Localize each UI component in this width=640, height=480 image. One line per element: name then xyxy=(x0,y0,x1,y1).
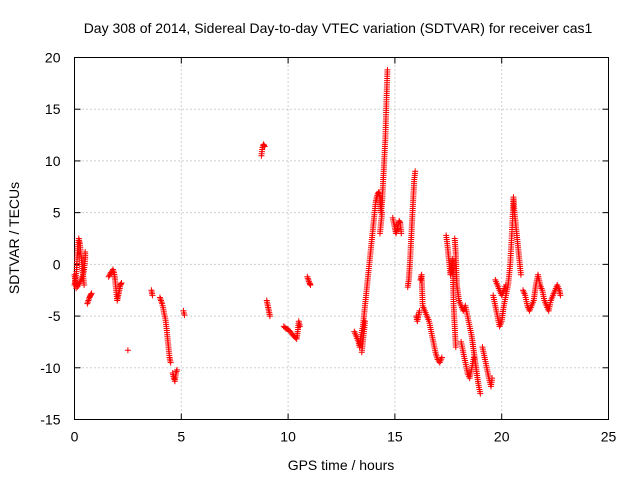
x-tick-label: 20 xyxy=(494,429,510,445)
data-point xyxy=(398,230,405,237)
data-point xyxy=(106,272,113,279)
y-tick-label: -10 xyxy=(40,360,60,376)
x-axis-label: GPS time / hours xyxy=(288,457,395,473)
data-point xyxy=(307,282,314,289)
data-point xyxy=(105,273,112,280)
x-tick-label: 10 xyxy=(280,429,296,445)
x-tick-label: 25 xyxy=(601,429,617,445)
y-tick-label: 0 xyxy=(53,256,61,272)
y-tick-label: 5 xyxy=(53,205,61,221)
data-point xyxy=(477,390,484,397)
data-point xyxy=(306,281,313,288)
data-point xyxy=(384,66,391,73)
y-tick-label: 20 xyxy=(45,50,61,66)
data-point xyxy=(158,297,165,304)
data-point xyxy=(489,375,496,382)
data-point xyxy=(117,281,124,288)
data-point xyxy=(379,209,386,216)
data-point xyxy=(452,344,459,351)
data-point xyxy=(296,323,303,330)
y-tick-label: -15 xyxy=(40,412,60,428)
data-point xyxy=(266,313,273,320)
data-point xyxy=(149,292,156,299)
data-point xyxy=(167,359,174,366)
data-point xyxy=(81,282,88,289)
x-tick-label: 0 xyxy=(71,429,79,445)
x-tick-label: 15 xyxy=(387,429,403,445)
x-tick-label: 5 xyxy=(177,429,185,445)
chart-title: Day 308 of 2014, Sidereal Day-to-day VTE… xyxy=(84,20,593,36)
y-tick-label: 10 xyxy=(45,153,61,169)
y-tick-label: -5 xyxy=(48,308,61,324)
data-points xyxy=(71,66,564,397)
data-point xyxy=(412,168,419,175)
data-point xyxy=(118,279,125,286)
data-point xyxy=(517,271,524,278)
data-point xyxy=(261,143,268,150)
data-point xyxy=(82,248,89,255)
data-point xyxy=(557,292,564,299)
plot-frame xyxy=(74,57,609,420)
data-point xyxy=(173,368,180,375)
data-point xyxy=(438,354,445,361)
data-point xyxy=(470,354,477,361)
y-tick-label: 15 xyxy=(45,101,61,117)
data-point xyxy=(181,312,188,319)
data-point xyxy=(261,142,268,149)
data-point xyxy=(416,307,423,314)
y-tick-labels: -15 -10 -5 0 5 10 15 20 xyxy=(40,50,60,428)
grid xyxy=(74,57,609,420)
data-point xyxy=(174,366,181,373)
data-point xyxy=(396,218,403,225)
data-point xyxy=(502,282,509,289)
y-axis-label: SDTVAR / TECUs xyxy=(6,182,22,294)
data-point xyxy=(88,291,95,298)
data-point xyxy=(88,290,95,297)
data-point xyxy=(361,318,368,325)
data-point xyxy=(124,347,131,354)
x-tick-labels: 0 5 10 15 20 25 xyxy=(71,429,617,445)
axis-ticks xyxy=(74,57,609,420)
